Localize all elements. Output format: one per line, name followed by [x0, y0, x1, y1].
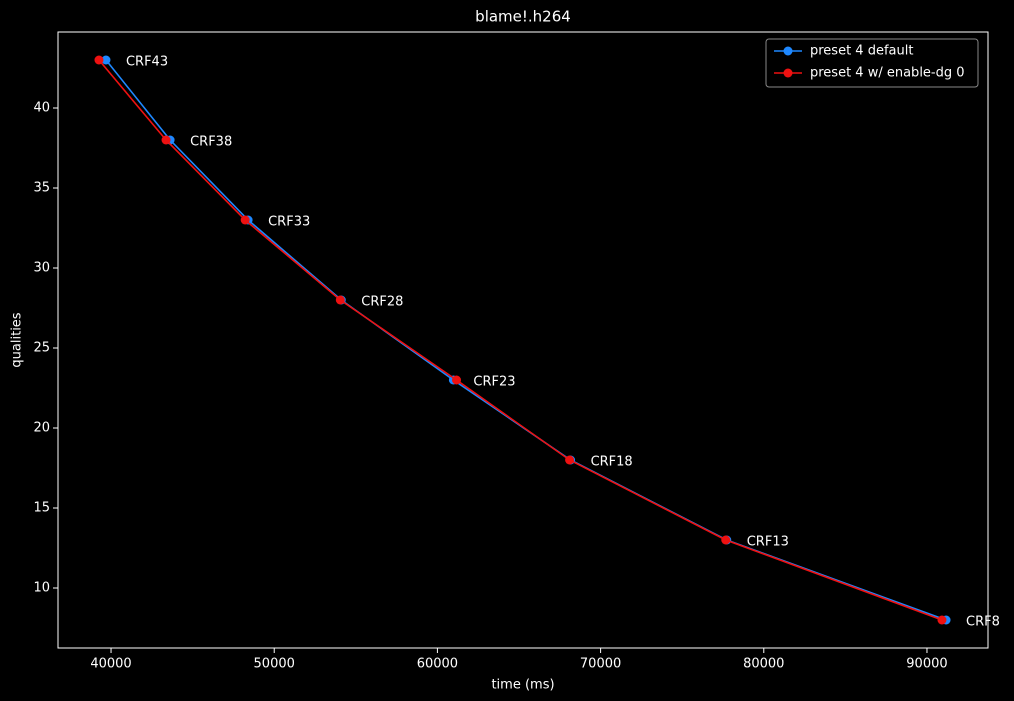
- point: [94, 55, 104, 65]
- y-axis-label: qualities: [10, 312, 25, 367]
- x-tick-label: 50000: [254, 657, 295, 672]
- annotation: CRF8: [966, 615, 1000, 630]
- point: [452, 375, 462, 385]
- x-tick-label: 90000: [906, 657, 947, 672]
- y-tick-label: 30: [33, 261, 50, 276]
- point: [161, 135, 171, 145]
- point: [937, 615, 947, 625]
- legend-marker: [783, 46, 793, 56]
- x-tick-label: 70000: [580, 657, 621, 672]
- annotation: CRF28: [361, 295, 403, 310]
- plot-frame: [57, 31, 989, 649]
- legend-marker: [783, 68, 793, 78]
- series-line: [98, 59, 943, 621]
- point: [101, 55, 111, 65]
- y-tick-label: 10: [33, 581, 50, 596]
- point: [721, 535, 731, 545]
- annotation: CRF23: [473, 375, 515, 390]
- annotation: CRF13: [747, 535, 789, 550]
- legend-label: preset 4 w/ enable-dg 0: [810, 66, 965, 81]
- y-tick-label: 35: [33, 181, 50, 196]
- y-tick-label: 40: [33, 101, 50, 116]
- legend-label: preset 4 default: [810, 44, 913, 59]
- y-tick-label: 20: [33, 421, 50, 436]
- chart-title: blame!.h264: [475, 8, 571, 26]
- annotation: CRF18: [591, 455, 633, 470]
- annotation: CRF43: [126, 55, 168, 70]
- x-tick-label: 60000: [417, 657, 458, 672]
- x-tick-label: 40000: [90, 657, 131, 672]
- annotation: CRF33: [268, 215, 310, 230]
- y-tick-label: 15: [33, 501, 50, 516]
- legend-box: [765, 38, 979, 88]
- annotation: CRF38: [190, 135, 232, 150]
- point: [240, 215, 250, 225]
- point: [335, 295, 345, 305]
- y-tick-label: 25: [33, 341, 50, 356]
- x-tick-label: 80000: [743, 657, 784, 672]
- point: [565, 455, 575, 465]
- x-axis-label: time (ms): [491, 678, 554, 693]
